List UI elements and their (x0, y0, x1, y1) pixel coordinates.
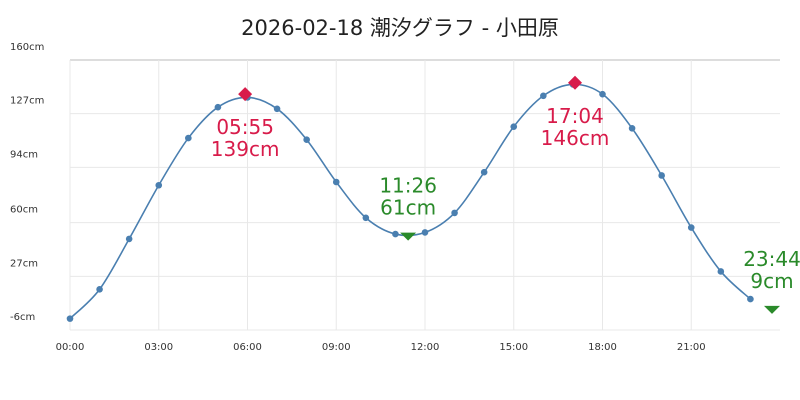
high-tide-marker (238, 87, 253, 102)
x-tick-label: 00:00 (56, 342, 85, 353)
data-point (303, 136, 310, 143)
high-tide-level: 146cm (541, 126, 610, 150)
data-point (125, 235, 133, 243)
high-tide-marker (567, 75, 582, 90)
x-tick-label: 15:00 (499, 342, 528, 353)
data-point (510, 123, 518, 130)
x-tick-label: 21:00 (677, 342, 706, 353)
y-tick-label: -6cm (10, 312, 35, 323)
x-tick-label: 18:00 (588, 342, 617, 353)
y-tick-label: 27cm (10, 258, 38, 269)
x-tick-label: 06:00 (233, 342, 262, 353)
low-tide-level: 61cm (380, 196, 436, 220)
data-point (66, 315, 74, 322)
data-point (421, 229, 429, 236)
data-point (747, 295, 754, 303)
y-tick-label: 60cm (10, 205, 38, 216)
y-tick-label: 94cm (10, 149, 38, 160)
data-point (273, 105, 281, 113)
data-point (480, 168, 488, 176)
data-point (687, 224, 695, 231)
data-point (185, 134, 192, 142)
x-tick-label: 09:00 (322, 342, 351, 353)
y-tick-label: 127cm (10, 96, 44, 107)
x-tick-label: 12:00 (411, 342, 440, 353)
high-tide-level: 139cm (211, 137, 280, 161)
high-tide-time: 17:04 (546, 104, 604, 128)
data-point (96, 286, 103, 293)
data-point (214, 103, 222, 111)
high-tide-time: 05:55 (216, 115, 274, 139)
low-tide-time: 23:44 (743, 247, 800, 271)
axes: -6cm 27cm 60cm 94cm 127cm 160cm 00:00 03:00 06:0… (10, 42, 706, 353)
chart-title: 2026-02-18 潮汐グラフ - 小田原 (241, 16, 559, 40)
data-point (451, 209, 458, 217)
data-point (717, 268, 725, 275)
data-point (155, 181, 163, 189)
data-point (628, 125, 636, 132)
data-point (658, 172, 665, 179)
low-tide-time: 11:26 (379, 174, 437, 198)
y-tick-label: 160cm (10, 42, 44, 53)
x-tick-label: 03:00 (144, 342, 173, 353)
data-point (392, 230, 399, 238)
data-point (540, 92, 547, 100)
data-point (362, 214, 370, 222)
grid (69, 59, 780, 331)
data-point (332, 178, 340, 186)
low-tide-level: 9cm (750, 269, 793, 293)
low-tide-marker (400, 232, 417, 241)
low-tide-marker (764, 305, 781, 314)
data-point (599, 90, 606, 98)
